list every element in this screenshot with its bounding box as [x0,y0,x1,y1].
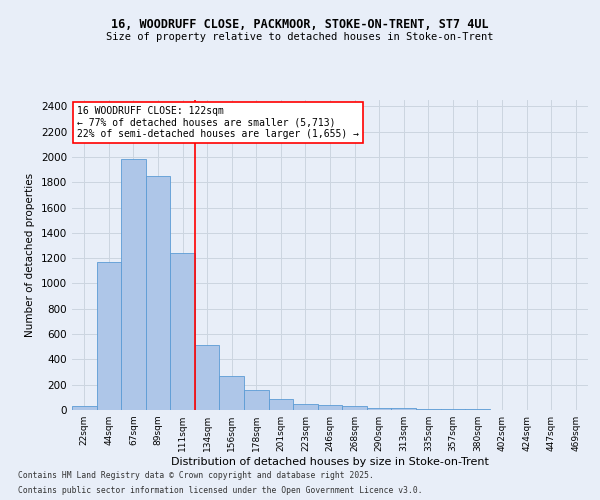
Text: Contains public sector information licensed under the Open Government Licence v3: Contains public sector information licen… [18,486,422,495]
Bar [170,253,195,410]
Text: Size of property relative to detached houses in Stoke-on-Trent: Size of property relative to detached ho… [106,32,494,42]
Bar [244,390,269,410]
Bar [146,176,170,410]
Bar [416,408,440,410]
Bar [391,408,416,410]
Bar [72,406,97,410]
Bar [293,404,318,410]
Y-axis label: Number of detached properties: Number of detached properties [25,173,35,337]
Text: 16 WOODRUFF CLOSE: 122sqm
← 77% of detached houses are smaller (5,713)
22% of se: 16 WOODRUFF CLOSE: 122sqm ← 77% of detac… [77,106,359,140]
Bar [97,262,121,410]
Bar [342,406,367,410]
Text: 16, WOODRUFF CLOSE, PACKMOOR, STOKE-ON-TRENT, ST7 4UL: 16, WOODRUFF CLOSE, PACKMOOR, STOKE-ON-T… [111,18,489,30]
Bar [367,408,391,410]
X-axis label: Distribution of detached houses by size in Stoke-on-Trent: Distribution of detached houses by size … [171,457,489,467]
Bar [121,160,146,410]
Bar [269,398,293,410]
Bar [440,409,465,410]
Bar [318,404,342,410]
Bar [220,376,244,410]
Bar [195,345,220,410]
Text: Contains HM Land Registry data © Crown copyright and database right 2025.: Contains HM Land Registry data © Crown c… [18,471,374,480]
